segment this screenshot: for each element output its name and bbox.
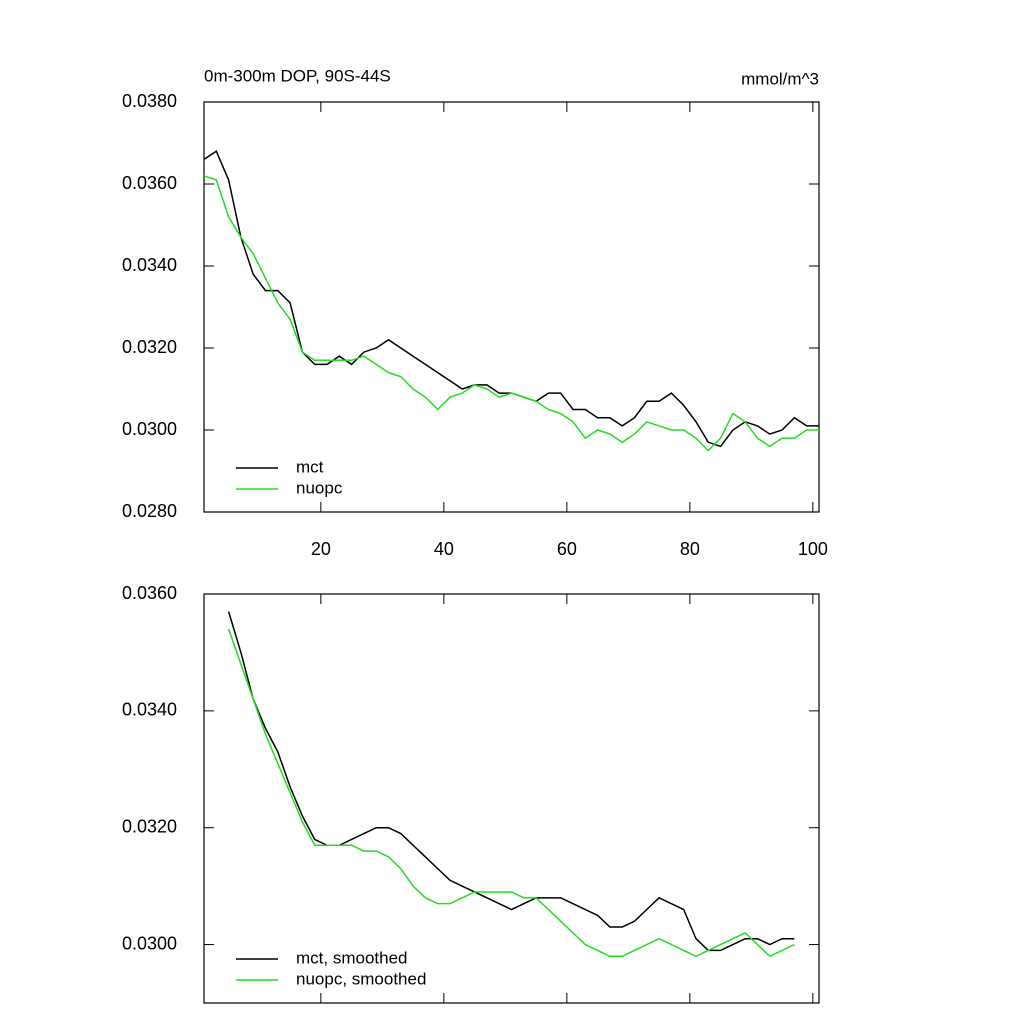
x-tick-label: 100 bbox=[798, 539, 828, 559]
y-tick-label: 0.0340 bbox=[122, 700, 177, 720]
x-tick-label: 80 bbox=[680, 539, 700, 559]
y-tick-label: 0.0380 bbox=[122, 91, 177, 111]
y-tick-label: 0.0300 bbox=[122, 933, 177, 953]
y-tick-label: 0.0280 bbox=[122, 501, 177, 521]
plot-frame bbox=[203, 101, 820, 513]
units-label: mmol/m^3 bbox=[741, 69, 819, 88]
legend-label: nuopc bbox=[296, 478, 343, 497]
series-line bbox=[203, 150, 819, 448]
y-tick-label: 0.0320 bbox=[122, 816, 177, 836]
legend-label: mct, smoothed bbox=[296, 948, 408, 967]
series-line bbox=[227, 611, 795, 952]
y-tick-label: 0.0340 bbox=[122, 255, 177, 275]
y-tick-label: 0.0320 bbox=[122, 337, 177, 357]
y-tick-label: 0.0300 bbox=[122, 419, 177, 439]
chart-title: 0m-300m DOP, 90S-44S bbox=[204, 66, 391, 85]
x-tick-label: 60 bbox=[557, 539, 577, 559]
y-tick-label: 0.0360 bbox=[122, 173, 177, 193]
y-tick-label: 0.0360 bbox=[122, 583, 177, 603]
x-tick-label: 20 bbox=[311, 539, 331, 559]
series-line bbox=[227, 628, 795, 958]
legend-label: nuopc, smoothed bbox=[296, 969, 426, 988]
x-tick-label: 40 bbox=[434, 539, 454, 559]
series-line bbox=[203, 175, 819, 452]
legend-label: mct bbox=[296, 457, 324, 476]
plot-frame bbox=[203, 593, 820, 1004]
